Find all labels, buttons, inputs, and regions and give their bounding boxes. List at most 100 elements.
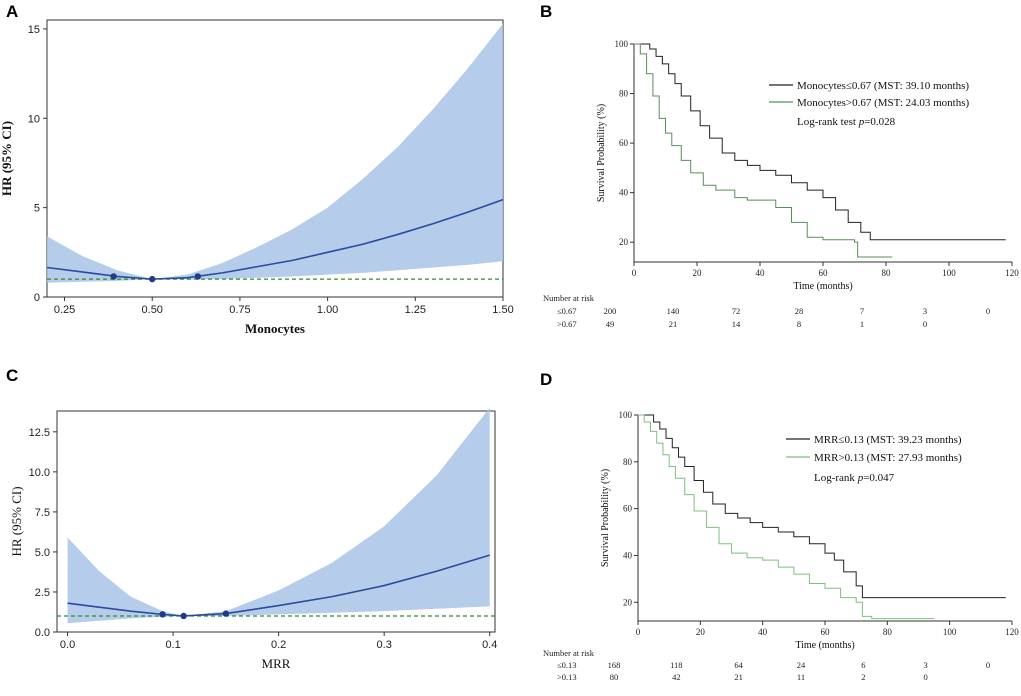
hr-curve-a [46,198,504,280]
risk-value-b-1-0: 49 [606,319,615,329]
risk-value-d-1-1: 42 [672,672,681,682]
risk-value-d-1-5: 0 [924,672,928,682]
risk-value-b-1-4: 1 [860,319,864,329]
y-axis-label-c: HR (95% CI) [9,486,24,556]
risk-value-d-1-0: 80 [610,672,619,682]
x-tick-label-d-6: 120 [1005,627,1019,637]
panel-label-a: A [6,2,19,21]
km-curve-d-1 [638,414,935,620]
logrank-annotation-d: Log-rank p=0.047 [814,472,895,484]
x-tick-label-b-3: 60 [819,268,829,278]
logrank-annotation-b: Log-rank test p=0.028 [797,116,896,128]
x-tick-label-d-1: 20 [696,627,706,637]
x-tick-label-d-4: 80 [883,627,893,637]
y-tick-label-d-2: 60 [623,504,633,514]
y-tick-label-c-4: 10.0 [29,467,50,479]
x-tick-label-b-0: 0 [632,268,637,278]
risk-value-d-0-2: 64 [734,660,743,670]
y-axis-label-d: Survival Probability (%) [600,469,611,567]
risk-value-d-0-4: 6 [861,660,865,670]
km-curve-b-1 [634,43,893,258]
risk-value-d-0-5: 3 [924,660,928,670]
knot-point-a-2 [194,273,202,280]
risk-table-title-b: Number at risk [543,293,595,303]
risk-value-b-0-3: 28 [795,306,804,316]
knot-point-c-2 [222,610,230,617]
risk-value-b-0-5: 3 [923,306,927,316]
panel-label-d: D [540,370,553,389]
risk-value-b-1-3: 8 [797,319,801,329]
y-tick-label-a-2: 10 [28,113,40,125]
y-tick-label-b-3: 40 [619,188,629,198]
x-tick-label-b-2: 40 [756,268,766,278]
risk-value-b-1-5: 0 [923,319,927,329]
y-tick-label-c-3: 7.5 [35,507,50,519]
y-tick-label-c-2: 5.0 [35,547,50,559]
x-tick-label-d-2: 40 [758,627,768,637]
y-tick-label-a-0: 0 [34,292,40,304]
x-tick-label-d-0: 0 [636,627,641,637]
knot-point-c-0 [159,611,166,618]
risk-value-b-1-2: 14 [732,319,741,329]
plot-frame-c [56,410,496,633]
y-axis-label-a: HR (95% CI) [0,121,14,196]
risk-value-b-0-4: 7 [860,306,864,316]
risk-row-label-d-1: >0.13 [557,672,577,682]
x-tick-label-d-5: 100 [943,627,957,637]
y-tick-label-b-2: 60 [619,138,629,148]
x-tick-label-c-3: 0.3 [377,639,392,651]
x-axis-label-b: Time (months) [793,281,852,292]
x-tick-label-c-0: 0.0 [60,639,75,651]
risk-table-title-d: Number at risk [543,648,595,658]
y-tick-label-d-1: 80 [623,457,633,467]
risk-value-b-0-6: 0 [986,306,990,316]
x-tick-label-b-6: 120 [1005,268,1019,278]
knot-point-a-1 [149,275,156,283]
y-tick-label-c-0: 0.0 [35,627,50,639]
risk-value-d-1-3: 11 [797,672,805,682]
risk-value-d-1-4: 2 [861,672,865,682]
risk-value-b-0-2: 72 [732,306,741,316]
risk-value-d-0-3: 24 [797,660,806,670]
x-axis-label-d: Time (months) [795,640,854,651]
risk-value-b-0-0: 200 [604,306,617,316]
x-axis-label-a: Monocytes [245,321,305,336]
legend-label-b-0: Monocytes≤0.67 (MST: 39.10 months) [797,80,969,92]
y-tick-label-d-4: 20 [623,597,633,607]
y-tick-label-b-1: 80 [619,89,629,99]
knot-point-c-1 [180,612,187,620]
risk-value-d-0-6: 0 [986,660,990,670]
x-axis-label-c: MRR [262,656,291,671]
x-tick-label-a-4: 1.25 [405,304,426,316]
x-tick-label-a-3: 1.00 [317,304,338,316]
risk-value-b-1-1: 21 [669,319,678,329]
y-tick-label-c-5: 12.5 [29,427,50,439]
x-tick-label-b-5: 100 [942,268,956,278]
legend-label-d-1: MRR>0.13 (MST: 27.93 months) [814,452,962,464]
x-tick-label-a-1: 0.50 [142,304,163,316]
risk-value-d-0-0: 168 [608,660,621,670]
panel-label-c: C [6,366,19,385]
risk-row-label-b-1: >0.67 [557,319,577,329]
y-axis-label-b: Survival Probability (%) [596,104,607,202]
knot-point-a-0 [110,273,117,280]
x-tick-label-b-4: 80 [882,268,892,278]
y-tick-label-a-3: 15 [28,24,40,36]
km-curve-b-0 [634,43,1006,241]
risk-value-d-1-2: 21 [734,672,743,682]
x-tick-label-a-0: 0.25 [54,304,75,316]
y-tick-label-d-3: 40 [623,550,633,560]
ci-band-c [67,407,490,624]
risk-value-b-0-1: 140 [667,306,680,316]
x-tick-label-c-2: 0.2 [271,639,286,651]
x-tick-label-a-2: 0.75 [229,304,250,316]
risk-row-label-d-0: ≤0.13 [557,660,577,670]
risk-value-d-0-1: 118 [670,660,682,670]
x-tick-label-b-1: 20 [693,268,703,278]
panel-label-b: B [540,2,553,21]
y-tick-label-b-0: 100 [615,39,629,49]
legend-label-b-1: Monocytes>0.67 (MST: 24.03 months) [797,97,970,109]
x-tick-label-c-4: 0.4 [482,639,497,651]
x-tick-label-c-1: 0.1 [165,639,180,651]
